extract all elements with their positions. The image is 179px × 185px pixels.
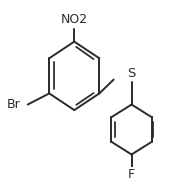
Text: NO2: NO2: [61, 13, 88, 26]
Text: Br: Br: [7, 98, 21, 111]
Text: F: F: [128, 168, 135, 181]
Text: S: S: [127, 67, 136, 80]
